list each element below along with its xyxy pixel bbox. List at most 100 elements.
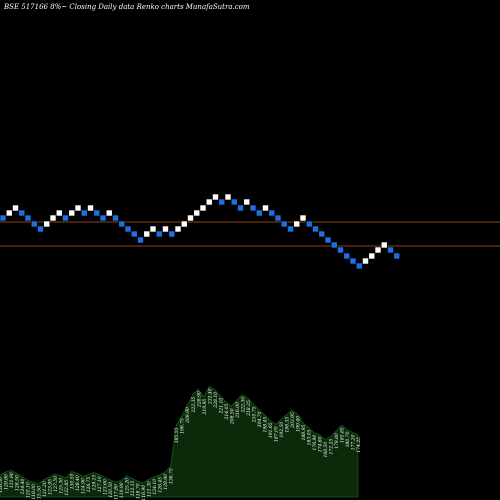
renko-brick-down [393, 252, 401, 260]
volume-label: 174.80 [317, 436, 323, 452]
volume-label: 228.10 [213, 392, 219, 409]
volume-label: 129.80 [4, 474, 10, 490]
renko-brick-up [149, 225, 157, 233]
renko-brick-up [5, 209, 13, 217]
renko-brick-up [205, 198, 213, 206]
renko-brick-down [249, 204, 257, 212]
volume-label: 120.10 [26, 482, 32, 498]
renko-brick-up [262, 204, 269, 212]
volume-label: 121.30 [147, 481, 153, 497]
renko-brick-up [224, 193, 232, 201]
renko-brick-up [105, 209, 113, 217]
renko-brick-down [324, 236, 332, 244]
volume-label: 120.50 [108, 482, 114, 498]
chart-title: BSE 517166 8%~ Closing Daily data Renko … [3, 3, 250, 11]
renko-brick-down [330, 241, 338, 249]
renko-brick-down [155, 230, 163, 238]
renko-brick-up [174, 225, 182, 233]
volume-area [0, 385, 359, 498]
renko-brick-up [193, 209, 201, 217]
volume-label: 178.80 [334, 433, 340, 449]
volume-label: 222.35 [191, 397, 197, 414]
volume-label: 122.85 [64, 480, 70, 496]
volume-label: 129.90 [163, 474, 169, 490]
renko-brick-down [124, 225, 132, 233]
renko-brick-down [218, 198, 226, 206]
volume-label: 168.50 [323, 442, 329, 458]
volume-label: 228.90 [196, 391, 202, 408]
renko-brick-down [62, 214, 69, 222]
volume-label: 130.55 [70, 473, 76, 489]
volume-label: 209.90 [185, 407, 191, 424]
volume-label: 192.50 [279, 422, 285, 438]
renko-brick-down [387, 246, 394, 254]
renko-brick-down [343, 252, 351, 260]
renko-bricks [0, 193, 401, 270]
renko-brick-up [12, 204, 19, 212]
reference-lines [0, 221, 500, 247]
renko-brick-down [349, 257, 357, 265]
renko-brick-down [130, 230, 138, 238]
volume-label: 174.25 [356, 437, 362, 453]
volume-label: 210.75 [251, 406, 257, 423]
volume-label: 116.90 [141, 485, 147, 500]
renko-brick-down [168, 230, 176, 238]
volume-label: 216.00 [235, 402, 241, 419]
renko-brick-down [80, 209, 88, 217]
volume-label: 191.65 [268, 422, 274, 438]
renko-brick-down [18, 209, 26, 217]
volume-label: 198.35 [284, 417, 290, 433]
volume-label: 187.05 [273, 426, 279, 442]
volume-label: 176.90 [312, 435, 318, 451]
volume-label: 122.15 [130, 480, 136, 496]
renko-brick-up [299, 214, 307, 222]
volume-label: 128.40 [75, 475, 81, 491]
renko-brick-up [199, 204, 207, 212]
renko-brick-up [368, 252, 376, 260]
renko-brick-down [137, 236, 144, 244]
renko-brick-down [268, 209, 276, 217]
volume-label: 118.00 [31, 484, 37, 500]
volume-area-path [0, 385, 359, 498]
volume-label: 131.90 [9, 472, 15, 488]
volume-label: 218.25 [246, 400, 252, 417]
volume-label: 118.70 [136, 483, 142, 499]
renko-brick-down [93, 209, 101, 217]
renko-brick-down [112, 214, 119, 222]
renko-brick-up [243, 198, 251, 206]
renko-brick-up [55, 209, 63, 217]
renko-brick-down [312, 225, 319, 233]
volume-label: 196.75 [180, 418, 186, 434]
renko-brick-up [68, 209, 76, 217]
renko-brick-up [293, 220, 301, 228]
volume-label: 127.10 [97, 476, 103, 492]
volume-label: 183.05 [306, 429, 312, 445]
volume-label: 115.50 [37, 486, 43, 500]
volume-label: 208.50 [229, 408, 235, 425]
volume-label: 214.05 [224, 404, 230, 421]
volume-label: 129.15 [92, 475, 98, 491]
volume-label: 125.30 [59, 478, 65, 494]
volume-label: 198.45 [262, 417, 268, 433]
renko-brick-up [374, 246, 382, 254]
renko-brick-down [37, 225, 44, 233]
renko-brick-down [318, 230, 326, 238]
volume-label: 126.50 [0, 477, 4, 493]
renko-brick-down [0, 214, 7, 222]
volume-label: 203.95 [290, 412, 296, 429]
renko-brick-down [118, 220, 126, 228]
renko-brick-down [287, 225, 294, 233]
volume-label: 126.75 [86, 477, 92, 493]
renko-brick-up [180, 220, 188, 228]
renko-brick-up [362, 257, 369, 265]
volume-label: 126.45 [158, 477, 164, 493]
renko-brick-up [143, 230, 151, 238]
volume-label: 136.75 [169, 468, 175, 484]
renko-brick-up [380, 241, 388, 249]
volume-label: 185.85 [339, 427, 345, 443]
volume-label: 127.50 [53, 476, 59, 492]
volume-label: 221.10 [218, 398, 224, 415]
renko-brick-down [24, 214, 32, 222]
renko-brick-down [237, 204, 244, 212]
volume-label: 222.30 [240, 397, 246, 414]
